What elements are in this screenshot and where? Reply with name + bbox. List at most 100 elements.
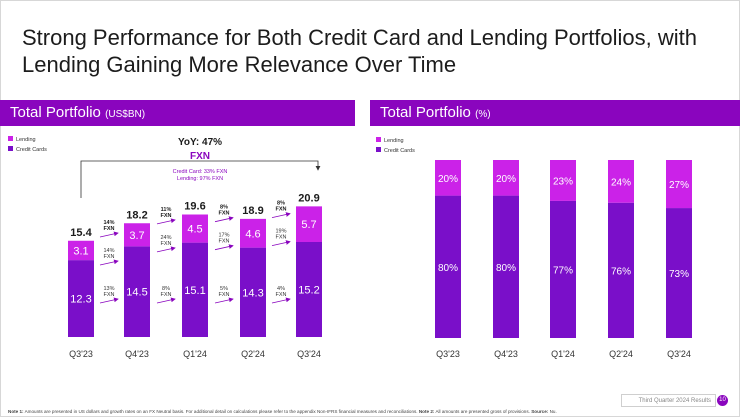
left-chart: Lending Credit Cards 12.3 3.1 15.4 Q3'23 14.5 3…	[8, 136, 322, 359]
growth-cards-arrow-3	[271, 297, 291, 304]
growth-total-1: 11%	[161, 207, 172, 213]
footnotes: Note 1: Amounts are presented in US doll…	[8, 409, 733, 415]
pct-label-lending-3: 24%	[611, 177, 631, 188]
pct-bar-lending-3	[608, 160, 634, 203]
pct-label-lending-0: 20%	[438, 174, 458, 185]
growth-cards-1: 8%	[162, 286, 170, 292]
growth-total-2: 8%	[220, 205, 228, 211]
source-label: Source:	[531, 409, 549, 414]
left-panel-unit: (US$BN)	[105, 109, 146, 120]
growth-lending-2: 17%	[218, 233, 229, 239]
pct-label-credit-cards-2: 77%	[553, 265, 573, 276]
growth-total-0: 14%	[103, 220, 114, 226]
pct-x-tick-4: Q3'24	[667, 349, 691, 359]
pct-x-tick-1: Q4'23	[494, 349, 518, 359]
bar-credit-cards-3	[240, 247, 266, 337]
source-text: Nu.	[548, 409, 557, 414]
right-panel-header: Total Portfolio (%)	[370, 100, 740, 126]
growth-lending-arrow-3	[271, 240, 291, 247]
title-line-1: Strong Performance for Both Credit Card …	[22, 25, 698, 50]
right-panel-unit: (%)	[475, 109, 491, 120]
label-total-3: 18.9	[242, 205, 263, 217]
growth-total-arrow-3	[271, 212, 291, 219]
legend-swatch-lending	[376, 137, 381, 142]
growth-lending-fxn-1: FXN	[161, 241, 172, 247]
pct-bar-lending-2	[550, 160, 576, 201]
bar-credit-cards-1	[124, 246, 150, 337]
yoy-bracket	[80, 160, 321, 198]
pct-bar-lending-0	[435, 160, 461, 196]
label-lending-1: 3.7	[129, 230, 144, 242]
growth-lending-fxn-3: FXN	[276, 235, 287, 241]
label-total-0: 15.4	[70, 227, 92, 239]
growth-total-fxn-1: FXN	[161, 213, 172, 219]
growth-cards-fxn-3: FXN	[276, 292, 287, 298]
note2-text: All amounts are presented gross of provi…	[434, 409, 532, 414]
growth-lending-fxn-2: FXN	[219, 239, 230, 245]
bar-lending-1	[124, 223, 150, 247]
pct-label-lending-4: 27%	[669, 180, 689, 191]
footer-label: Third Quarter 2024 Results	[621, 394, 716, 407]
growth-lending-fxn-0: FXN	[104, 254, 115, 260]
x-tick-1: Q4'23	[125, 349, 149, 359]
bar-lending-4	[296, 206, 322, 242]
pct-bar-credit-cards-0	[435, 195, 461, 338]
title-line-2: Lending Gaining More Relevance Over Time	[22, 52, 457, 77]
pct-x-tick-2: Q1'24	[551, 349, 575, 359]
growth-total-fxn-3: FXN	[276, 207, 287, 213]
pct-bar-lending-4	[666, 160, 692, 209]
growth-lending-1: 24%	[160, 235, 171, 241]
growth-cards-fxn-2: FXN	[219, 292, 230, 298]
slide-title: Strong Performance for Both Credit Card …	[22, 24, 722, 78]
pct-bar-lending-1	[493, 160, 519, 196]
note1-text: Amounts are presented in US dollars and …	[23, 409, 419, 414]
growth-cards-arrow-2	[214, 297, 234, 304]
note2-label: Note 2:	[418, 409, 435, 414]
pct-bar-credit-cards-2	[550, 200, 576, 338]
legend-label-lending: Lending	[16, 137, 36, 143]
legend-label-credit-cards: Credit Cards	[384, 148, 415, 154]
growth-lending-0: 14%	[103, 248, 114, 254]
growth-lending-3: 19%	[275, 229, 286, 235]
pct-label-credit-cards-0: 80%	[438, 263, 458, 274]
label-total-2: 19.6	[184, 201, 205, 213]
legend-label-credit-cards: Credit Cards	[16, 147, 47, 153]
left-panel-title: Total Portfolio	[10, 104, 101, 121]
label-total-4: 20.9	[298, 192, 319, 204]
label-lending-3: 4.6	[245, 228, 260, 240]
legend-swatch-credit-cards	[376, 147, 381, 152]
label-credit-cards-1: 14.5	[126, 287, 147, 299]
pct-label-credit-cards-1: 80%	[496, 263, 516, 274]
bar-credit-cards-4	[296, 242, 322, 337]
growth-cards-fxn-1: FXN	[161, 292, 172, 298]
pct-label-credit-cards-4: 73%	[669, 269, 689, 280]
bar-lending-2	[182, 214, 208, 243]
growth-lending-arrow-2	[214, 244, 234, 251]
label-total-1: 18.2	[126, 209, 147, 221]
label-lending-2: 4.5	[187, 224, 202, 236]
label-credit-cards-0: 12.3	[70, 294, 91, 306]
growth-total-arrow-1	[156, 218, 176, 225]
growth-total-3: 8%	[277, 201, 285, 207]
growth-cards-fxn-0: FXN	[104, 292, 115, 298]
x-tick-0: Q3'23	[69, 349, 93, 359]
growth-total-arrow-2	[214, 216, 234, 223]
note1-label: Note 1:	[8, 409, 24, 414]
bar-credit-cards-2	[182, 242, 208, 337]
bar-lending-0	[68, 240, 94, 261]
yoy-title: YoY: 47%	[178, 137, 222, 148]
bar-credit-cards-0	[68, 260, 94, 337]
growth-cards-0: 13%	[103, 286, 114, 292]
growth-lending-arrow-1	[156, 246, 176, 253]
pct-label-credit-cards-3: 76%	[611, 266, 631, 277]
bar-lending-3	[240, 218, 266, 248]
pct-x-tick-0: Q3'23	[436, 349, 460, 359]
pct-bar-credit-cards-4	[666, 208, 692, 338]
growth-total-arrow-0	[99, 231, 119, 238]
growth-cards-3: 4%	[277, 286, 285, 292]
pct-x-tick-3: Q2'24	[609, 349, 633, 359]
yoy-detail-credit: Credit Card: 33% FXN	[173, 169, 228, 175]
page-number: 10	[717, 395, 728, 406]
legend-swatch-credit-cards	[8, 146, 13, 151]
